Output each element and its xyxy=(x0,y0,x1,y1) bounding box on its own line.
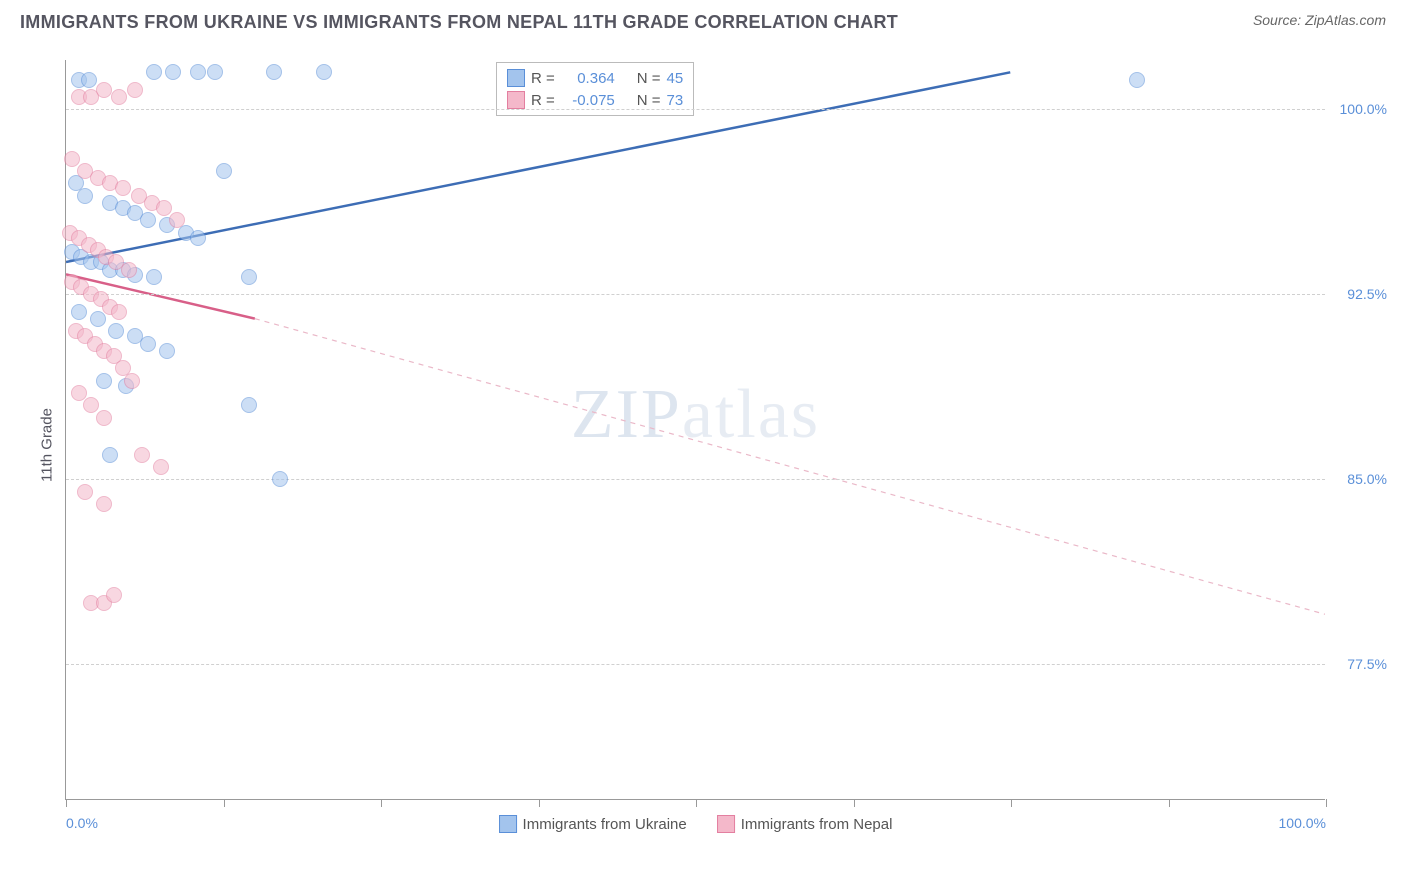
legend-n-value: 45 xyxy=(667,70,684,87)
x-tick-label: 100.0% xyxy=(1279,815,1326,831)
legend-row: R = 0.364 N = 45 xyxy=(507,67,683,89)
header: IMMIGRANTS FROM UKRAINE VS IMMIGRANTS FR… xyxy=(0,0,1406,39)
legend-label: Immigrants from Nepal xyxy=(741,816,893,833)
legend-swatch xyxy=(499,815,517,833)
data-point xyxy=(106,587,122,603)
data-point xyxy=(111,304,127,320)
x-tick xyxy=(224,799,225,807)
x-tick xyxy=(1011,799,1012,807)
data-point xyxy=(77,188,93,204)
legend-swatch xyxy=(507,69,525,87)
trend-lines xyxy=(66,60,1325,799)
x-tick xyxy=(696,799,697,807)
legend-label: Immigrants from Ukraine xyxy=(523,816,687,833)
legend-swatch xyxy=(717,815,735,833)
legend-r-label: R = xyxy=(531,70,555,87)
data-point xyxy=(241,397,257,413)
data-point xyxy=(102,447,118,463)
y-tick-label: 100.0% xyxy=(1340,101,1387,117)
source-label: Source: ZipAtlas.com xyxy=(1253,12,1386,28)
gridline xyxy=(66,664,1325,665)
y-tick-label: 77.5% xyxy=(1347,656,1387,672)
data-point xyxy=(134,447,150,463)
data-point xyxy=(96,82,112,98)
legend-n-value: 73 xyxy=(667,92,684,109)
legend-n-label: N = xyxy=(637,92,661,109)
x-tick xyxy=(381,799,382,807)
data-point xyxy=(190,230,206,246)
legend-n-label: N = xyxy=(637,70,661,87)
data-point xyxy=(71,385,87,401)
data-point xyxy=(96,496,112,512)
data-point xyxy=(115,180,131,196)
data-point xyxy=(121,262,137,278)
legend-r-value: 0.364 xyxy=(561,70,615,87)
data-point xyxy=(190,64,206,80)
data-point xyxy=(207,64,223,80)
watermark: ZIPatlas xyxy=(571,375,820,455)
data-point xyxy=(83,397,99,413)
gridline xyxy=(66,109,1325,110)
data-point xyxy=(165,64,181,80)
x-tick xyxy=(539,799,540,807)
legend-item: Immigrants from Nepal xyxy=(717,815,893,833)
data-point xyxy=(124,373,140,389)
data-point xyxy=(96,373,112,389)
legend-item: Immigrants from Ukraine xyxy=(499,815,687,833)
x-tick xyxy=(854,799,855,807)
series-legend: Immigrants from Ukraine Immigrants from N… xyxy=(499,815,893,833)
legend-r-label: R = xyxy=(531,92,555,109)
x-tick xyxy=(1169,799,1170,807)
data-point xyxy=(108,323,124,339)
data-point xyxy=(64,151,80,167)
data-point xyxy=(272,471,288,487)
data-point xyxy=(1129,72,1145,88)
data-point xyxy=(241,269,257,285)
data-point xyxy=(90,311,106,327)
data-point xyxy=(216,163,232,179)
data-point xyxy=(316,64,332,80)
data-point xyxy=(146,269,162,285)
data-point xyxy=(266,64,282,80)
data-point xyxy=(169,212,185,228)
x-tick-label: 0.0% xyxy=(66,815,98,831)
legend-swatch xyxy=(507,91,525,109)
chart-title: IMMIGRANTS FROM UKRAINE VS IMMIGRANTS FR… xyxy=(20,12,898,33)
gridline xyxy=(66,479,1325,480)
data-point xyxy=(140,212,156,228)
y-tick-label: 85.0% xyxy=(1347,471,1387,487)
data-point xyxy=(156,200,172,216)
y-tick-label: 92.5% xyxy=(1347,286,1387,302)
data-point xyxy=(71,304,87,320)
data-point xyxy=(81,72,97,88)
data-point xyxy=(140,336,156,352)
data-point xyxy=(111,89,127,105)
chart-container: 11th Grade ZIPatlas R = 0.364 N = 45 R =… xyxy=(20,45,1390,845)
legend-r-value: -0.075 xyxy=(561,92,615,109)
x-tick xyxy=(66,799,67,807)
x-tick xyxy=(1326,799,1327,807)
y-axis-label: 11th Grade xyxy=(38,408,55,482)
gridline xyxy=(66,294,1325,295)
data-point xyxy=(146,64,162,80)
data-point xyxy=(159,343,175,359)
data-point xyxy=(153,459,169,475)
stats-legend: R = 0.364 N = 45 R = -0.075 N = 73 xyxy=(496,62,694,116)
legend-row: R = -0.075 N = 73 xyxy=(507,89,683,111)
data-point xyxy=(127,82,143,98)
plot-area: ZIPatlas R = 0.364 N = 45 R = -0.075 N =… xyxy=(65,60,1325,800)
data-point xyxy=(96,410,112,426)
data-point xyxy=(77,484,93,500)
